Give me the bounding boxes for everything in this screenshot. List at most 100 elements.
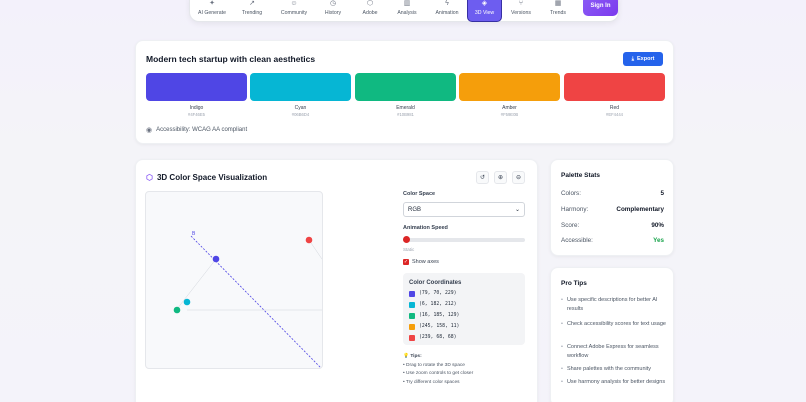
stat-row: Harmony: Complementary bbox=[561, 206, 664, 213]
show-axes-toggle[interactable]: ✓ Show axes bbox=[403, 259, 439, 265]
swatch-cyan[interactable] bbox=[250, 73, 351, 101]
download-icon: ⤓ bbox=[631, 55, 634, 62]
nav-trending[interactable]: ↗ Trending bbox=[241, 0, 263, 16]
chevron-down-icon: ⌄ bbox=[514, 207, 520, 213]
coord-row: (239, 68, 68) bbox=[409, 334, 519, 341]
color-dot bbox=[409, 312, 415, 319]
speed-label: Animation Speed bbox=[403, 225, 448, 231]
swatch-amber[interactable] bbox=[459, 73, 560, 101]
speed-slider[interactable] bbox=[403, 236, 525, 243]
swatch-hex: #06B6D4 bbox=[291, 112, 310, 117]
tips-title: 💡 Tips: bbox=[403, 354, 422, 359]
cube-icon: ⬡ bbox=[146, 173, 153, 182]
color-dot bbox=[409, 301, 415, 308]
palette-card: Modern tech startup with clean aesthetic… bbox=[135, 40, 674, 144]
slider-knob[interactable] bbox=[403, 236, 410, 243]
calendar-icon: ▦ bbox=[554, 0, 562, 7]
color-dot bbox=[409, 323, 415, 330]
speed-value: Static bbox=[403, 247, 415, 252]
zoom-out-icon: ⊖ bbox=[515, 175, 522, 181]
swatch-name: Emerald bbox=[396, 105, 415, 111]
color-space-label: Color Space bbox=[403, 191, 436, 197]
bolt-icon: ϟ bbox=[445, 0, 449, 7]
pro-tip: • Use harmony analysis for better designs bbox=[561, 379, 666, 385]
sparkle-icon: ✦ bbox=[209, 0, 215, 7]
stat-row: Accessible: Yes bbox=[561, 237, 664, 244]
swatch-name: Indigo bbox=[189, 105, 204, 111]
viz-title: ⬡ 3D Color Space Visualization bbox=[146, 173, 268, 182]
branch-icon: ⑂ bbox=[518, 0, 524, 7]
color-dot bbox=[409, 334, 415, 341]
pro-tip: • Connect Adobe Express for seamless work… bbox=[561, 344, 659, 359]
viz-card: ⬡ 3D Color Space Visualization ↺ ⊕ ⊖ B Co… bbox=[135, 159, 538, 402]
3d-canvas[interactable]: B bbox=[145, 191, 323, 369]
coord-row: (6, 182, 212) bbox=[409, 301, 519, 308]
tip-line: • Use zoom controls to get closer bbox=[403, 371, 474, 376]
swatch-name: Red bbox=[609, 105, 620, 111]
cube-icon: ◈ bbox=[481, 0, 488, 7]
swatch-hex: #EF4444 bbox=[606, 112, 623, 117]
nav-trends[interactable]: ▦ Trends bbox=[550, 0, 566, 16]
top-nav: ✦ AI Generate ↗ Trending ☺ Community ◷ Histo… bbox=[189, 0, 619, 22]
point-cyan[interactable] bbox=[183, 298, 191, 306]
palette-title: Modern tech startup with clean aesthetic… bbox=[146, 54, 316, 64]
point-indigo[interactable] bbox=[212, 255, 220, 263]
stat-row: Score: 90% bbox=[561, 222, 664, 229]
rotate-icon: ↺ bbox=[479, 175, 486, 181]
swatch-emerald[interactable] bbox=[355, 73, 456, 101]
swatch-hex: #F59E0B bbox=[500, 112, 519, 117]
pro-tip: • Check accessibility scores for text usa… bbox=[561, 321, 666, 327]
users-icon: ☺ bbox=[290, 0, 298, 7]
pro-tips-title: Pro Tips bbox=[561, 280, 587, 287]
color-coordinates: Color Coordinates (79, 70, 229) (6, 182,… bbox=[403, 273, 525, 345]
chart-icon: ▥ bbox=[403, 0, 411, 7]
coord-row: (16, 185, 129) bbox=[409, 312, 519, 319]
grid-line bbox=[308, 239, 322, 260]
clock-icon: ◷ bbox=[329, 0, 337, 7]
point-red[interactable] bbox=[305, 236, 313, 244]
bulb-icon: 💡 bbox=[403, 354, 409, 359]
grid-line bbox=[176, 258, 217, 310]
trend-icon: ↗ bbox=[249, 0, 255, 7]
swatch-hex: #10B981 bbox=[397, 112, 414, 117]
pro-tip: • Share palettes with the community bbox=[561, 366, 652, 372]
nav-animation[interactable]: ϟ Animation bbox=[435, 0, 459, 16]
adobe-icon: ⬡ bbox=[366, 0, 374, 7]
reset-view-button[interactable]: ↺ bbox=[476, 171, 489, 184]
nav-versions[interactable]: ⑂ Versions bbox=[511, 0, 531, 16]
accessibility-status: ◉ Accessibility: WCAG AA compliant bbox=[146, 127, 248, 134]
color-space-select[interactable]: RGB ⌄ bbox=[403, 202, 525, 217]
coord-row: (79, 70, 229) bbox=[409, 290, 519, 297]
swatch-hex: #4F46E5 bbox=[188, 112, 205, 117]
palette-stats-card: Palette Stats Colors: 5 Harmony: Complemen… bbox=[550, 159, 674, 256]
nav-history[interactable]: ◷ History bbox=[324, 0, 342, 16]
eye-icon: ◉ bbox=[146, 127, 153, 134]
checkbox-icon[interactable]: ✓ bbox=[403, 259, 409, 265]
nav-3d-view[interactable]: ◈ 3D View bbox=[467, 0, 502, 22]
export-button[interactable]: ⤓ Export bbox=[623, 52, 663, 66]
coords-title: Color Coordinates bbox=[409, 280, 462, 286]
swatch-indigo[interactable] bbox=[146, 73, 247, 101]
swatch-name: Amber bbox=[502, 105, 517, 111]
swatch-red[interactable] bbox=[564, 73, 665, 101]
tip-line: • Drag to rotate the 3D space bbox=[403, 362, 465, 368]
color-dot bbox=[409, 290, 415, 297]
nav-adobe[interactable]: ⬡ Adobe bbox=[362, 0, 378, 16]
zoom-in-icon: ⊕ bbox=[497, 175, 504, 181]
viz-tips: 💡 Tips: • Drag to rotate the 3D space • … bbox=[403, 353, 527, 387]
zoom-in-button[interactable]: ⊕ bbox=[494, 171, 507, 184]
nav-ai-generate[interactable]: ✦ AI Generate bbox=[198, 0, 226, 16]
axis-label-b: B bbox=[192, 231, 196, 237]
pro-tips-card: Pro Tips • Use specific descriptions for … bbox=[550, 267, 674, 402]
viz-controls: Color Space RGB ⌄ Animation Speed Static … bbox=[403, 191, 527, 387]
nav-community[interactable]: ☺ Community bbox=[280, 0, 308, 16]
stat-row: Colors: 5 bbox=[561, 190, 664, 197]
nav-analysis[interactable]: ▥ Analysis bbox=[397, 0, 417, 16]
zoom-out-button[interactable]: ⊖ bbox=[512, 171, 525, 184]
pro-tip: • Use specific descriptions for better AI… bbox=[561, 297, 658, 312]
3d-scene: B bbox=[173, 231, 322, 368]
stats-title: Palette Stats bbox=[561, 172, 601, 179]
sign-in-button[interactable]: Sign In bbox=[583, 0, 618, 16]
b-axis bbox=[190, 235, 322, 368]
point-emerald[interactable] bbox=[173, 306, 181, 314]
